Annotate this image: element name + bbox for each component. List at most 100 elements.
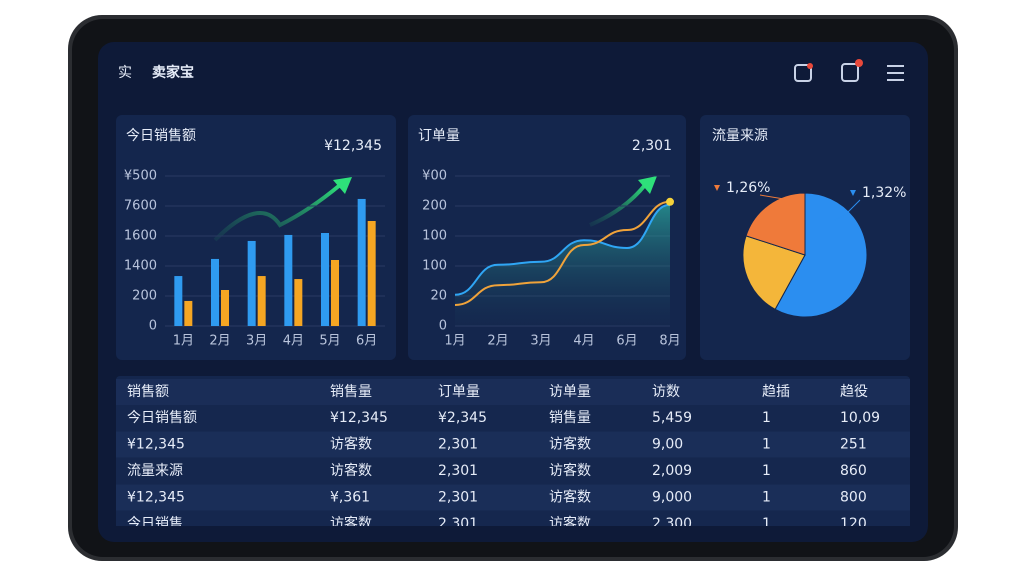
table-cell: ¥2,345 [438, 410, 487, 426]
table-cell: 860 [840, 463, 867, 479]
bar [211, 258, 219, 326]
x-tick-label: 4月 [573, 334, 594, 349]
table-cell: ¥12,345 [127, 437, 185, 453]
trend-arrow [213, 183, 342, 242]
headline: 2,301 [632, 138, 672, 154]
table-row-bg [116, 431, 910, 458]
arrow-head [638, 176, 657, 194]
x-tick-label: 8月 [659, 334, 680, 349]
table-cell: 2,009 [652, 463, 692, 479]
pie-slice [742, 235, 806, 311]
table-cell: 1 [762, 437, 771, 453]
leader-line [759, 194, 791, 201]
bar [284, 234, 293, 326]
table-cell: 访客数 [549, 436, 591, 453]
y-tick-label: ¥500 [124, 169, 157, 184]
y-tick-label: 0 [439, 319, 447, 334]
table-cell: 2,301 [438, 437, 478, 453]
x-tick-label: 6月 [356, 334, 377, 349]
table-row-bg [116, 484, 910, 511]
x-tick-label: 2月 [487, 334, 508, 349]
x-tick-label: 2月 [209, 334, 230, 349]
table-cell: 流量来源 [127, 463, 183, 479]
table-cell: 10,09 [840, 410, 880, 426]
table-cell: 1 [762, 463, 771, 479]
table-header: 销售量 [330, 384, 372, 400]
table-cell: 800 [840, 490, 867, 506]
table-cell: 访客数 [549, 462, 591, 479]
pie-slice [774, 192, 868, 318]
bar [367, 221, 376, 326]
marker [714, 185, 720, 191]
table-cell: 访客数 [549, 515, 591, 532]
pie-annotation: 1,32% [862, 185, 906, 201]
y-tick-label: 20 [430, 289, 447, 304]
line [454, 203, 671, 296]
table-cell: 5,459 [652, 410, 692, 426]
table-cell: 120 [840, 516, 867, 532]
y-tick-label: 100 [422, 259, 447, 274]
table-cell: 2,301 [438, 490, 478, 506]
table-row-bg [116, 405, 910, 431]
bar [174, 276, 183, 326]
bar [321, 233, 329, 326]
y-tick-label: 200 [132, 289, 157, 304]
table-cell: 2,301 [438, 516, 478, 532]
table-header: 访数 [652, 384, 680, 400]
table-header: 趋插 [762, 384, 790, 400]
bar [331, 260, 339, 326]
table-cell: ¥12,345 [127, 490, 185, 506]
table-cell: 访客数 [549, 489, 591, 506]
table-cell: 2,300 [652, 516, 692, 532]
y-tick-label: 1600 [124, 229, 157, 244]
table-cell: 1 [762, 490, 771, 506]
table-header-bg [116, 379, 910, 405]
header-icons[interactable] [794, 59, 904, 82]
bar [257, 276, 266, 326]
table-cell: 访客数 [330, 515, 372, 532]
x-tick-label: 3月 [246, 334, 267, 349]
y-tick-label: 100 [422, 229, 447, 244]
table-row-bg [116, 511, 910, 526]
trend-arrow [589, 183, 647, 227]
table-cell: ¥12,345 [330, 410, 388, 426]
table-cell: 访客数 [330, 462, 372, 479]
bar [221, 290, 229, 326]
y-tick-label: 200 [422, 199, 447, 214]
x-tick-label: 4月 [283, 334, 304, 349]
arrow-head [333, 177, 352, 194]
x-tick-label: 1月 [444, 334, 465, 349]
y-tick-label: ¥00 [422, 169, 447, 184]
x-tick-label: 6月 [616, 334, 637, 349]
y-tick-label: 7600 [124, 199, 157, 214]
x-tick-label: 5月 [319, 334, 340, 349]
table-cell: 1 [762, 516, 771, 532]
pie-annotation: 1,26% [726, 180, 770, 196]
table-header: 销售额 [127, 384, 169, 400]
end-dot [666, 197, 674, 206]
table-cell: 9,000 [652, 490, 692, 506]
marker [850, 190, 856, 196]
y-tick-label: 1400 [124, 259, 157, 274]
panel-title: 订单量 [418, 128, 460, 144]
bar [184, 300, 193, 326]
table-cell: ¥,361 [330, 490, 370, 506]
table-header: 趋役 [840, 384, 868, 400]
x-tick-label: 3月 [530, 334, 551, 349]
line [454, 200, 671, 306]
bar [357, 198, 366, 326]
table-header: 订单量 [438, 384, 480, 400]
panel-title: 流量来源 [712, 128, 768, 144]
table-cell: 1 [762, 410, 771, 426]
logo: 实 [118, 65, 132, 81]
leader-line [834, 199, 861, 221]
table-row-bg [116, 458, 910, 484]
table-cell: 251 [840, 437, 867, 453]
table-cell: 2,301 [438, 463, 478, 479]
table-cell: 销售量 [549, 410, 591, 426]
table-header: 访单量 [549, 384, 591, 400]
table-cell: 访客数 [330, 436, 372, 453]
table-cell: 今日销售额 [127, 410, 197, 426]
